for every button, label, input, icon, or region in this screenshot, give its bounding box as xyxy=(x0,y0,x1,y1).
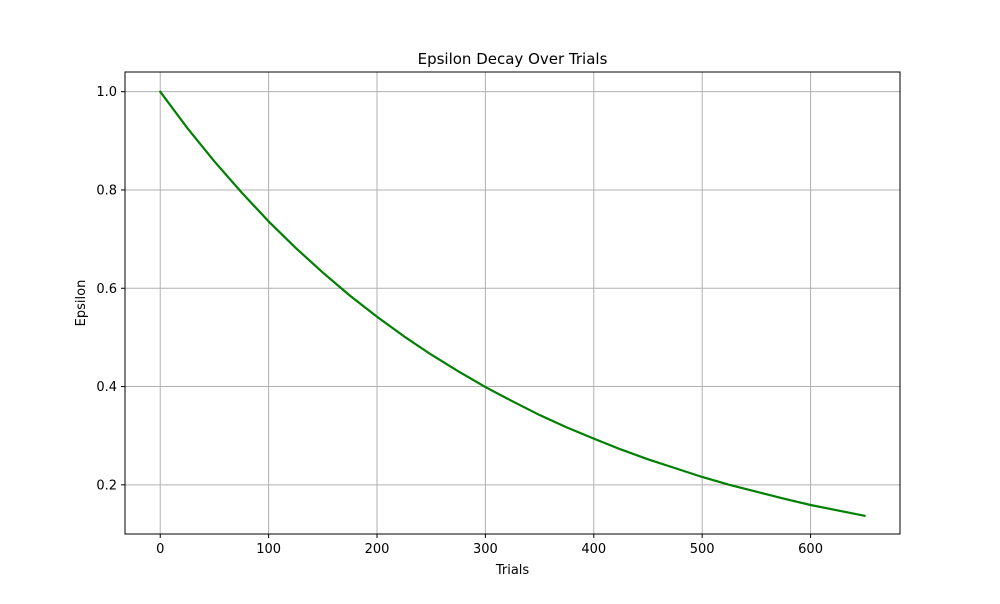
y-tick-label: 0.6 xyxy=(96,282,117,297)
y-axis-ticks: 0.2 0.4 0.6 0.8 1.0 xyxy=(96,85,125,493)
y-tick-label: 1.0 xyxy=(96,85,117,100)
x-tick-label: 500 xyxy=(690,542,715,557)
grid-lines xyxy=(125,72,900,534)
series-layer xyxy=(159,90,866,517)
chart-title: Epsilon Decay Over Trials xyxy=(418,50,608,68)
plot-area-frame xyxy=(124,71,901,535)
x-axis-ticks: 0 100 200 300 400 500 600 xyxy=(156,534,823,557)
x-tick-label: 600 xyxy=(798,542,823,557)
x-axis-label: Trials xyxy=(495,563,530,578)
series-line xyxy=(159,90,866,517)
x-tick-label: 0 xyxy=(156,542,164,557)
y-axis-label: Epsilon xyxy=(74,280,89,327)
x-tick-label: 400 xyxy=(581,542,606,557)
y-tick-label: 0.2 xyxy=(96,478,117,493)
y-tick-label: 0.4 xyxy=(96,380,117,395)
y-tick-label: 0.8 xyxy=(96,183,117,198)
x-tick-label: 300 xyxy=(473,542,498,557)
x-tick-label: 100 xyxy=(256,542,281,557)
x-tick-label: 200 xyxy=(365,542,390,557)
